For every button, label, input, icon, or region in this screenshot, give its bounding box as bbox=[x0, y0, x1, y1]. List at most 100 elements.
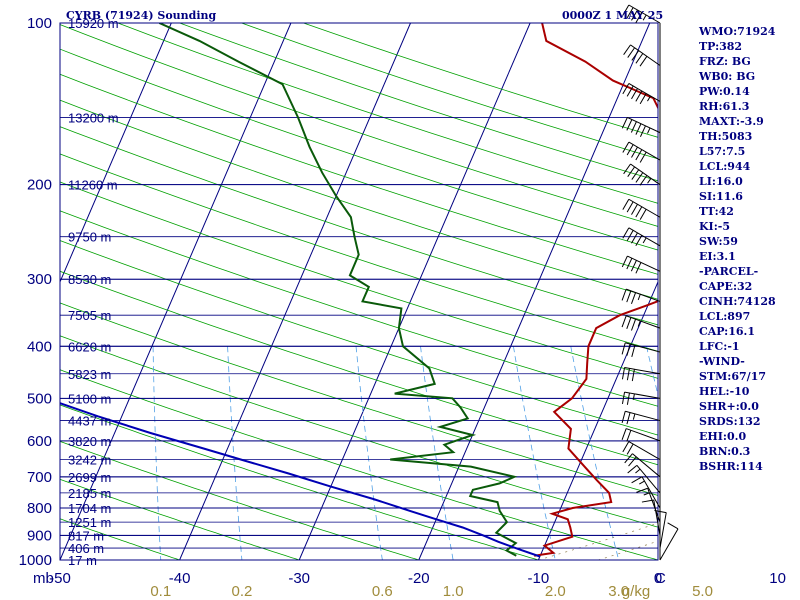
wind-barb-feather bbox=[631, 146, 638, 158]
wind-barb-half-feather bbox=[643, 492, 650, 496]
temperature-tick-label: 10 bbox=[769, 570, 786, 587]
index-item: SW:59 bbox=[699, 235, 738, 248]
wind-barb-feather bbox=[630, 319, 637, 331]
index-item: CINH:74128 bbox=[699, 295, 776, 308]
index-item: LCL:944 bbox=[699, 160, 751, 173]
wind-barb-feather bbox=[621, 392, 626, 405]
wind-barb-feather bbox=[621, 117, 628, 129]
wind-barb-feather bbox=[626, 443, 634, 455]
index-item: EI:3.1 bbox=[699, 250, 736, 263]
sounding-curves bbox=[60, 23, 658, 558]
wind-barb-feather bbox=[621, 288, 627, 301]
wind-barb-feather bbox=[639, 125, 646, 137]
wind-barb-feather bbox=[621, 315, 627, 328]
wind-barb-feather bbox=[635, 12, 643, 24]
wind-barb-staff bbox=[659, 512, 667, 549]
wind-barb-staff bbox=[653, 499, 661, 536]
height-label: 1704 m bbox=[68, 501, 111, 516]
wind-barb-feather bbox=[626, 290, 632, 303]
wind-barb-feather bbox=[623, 163, 631, 175]
chart-title: CYRB (71924) Sounding bbox=[66, 9, 217, 22]
wind-barb-feather bbox=[635, 123, 642, 135]
pressure-label: 800 bbox=[27, 500, 52, 517]
wind-barb-feather bbox=[622, 227, 630, 239]
pressure-label: 600 bbox=[27, 433, 52, 450]
wind-barb-feather bbox=[626, 317, 632, 329]
height-label: 5100 m bbox=[68, 391, 111, 406]
wind-barb-feather bbox=[631, 476, 643, 484]
index-item: CAPE:32 bbox=[699, 280, 752, 293]
wind-barb-feather bbox=[631, 232, 638, 244]
index-item: HEL:-10 bbox=[699, 385, 750, 398]
wind-barb-staff bbox=[628, 441, 661, 460]
wind-barb-feather bbox=[626, 343, 631, 356]
index-item: L57:7.5 bbox=[699, 145, 745, 158]
isotherm-line bbox=[418, 23, 651, 560]
isotherm-line bbox=[60, 23, 292, 560]
wind-barb-staff bbox=[626, 315, 661, 329]
index-item: BSHR:114 bbox=[699, 460, 763, 473]
index-item: EHI:0.0 bbox=[699, 430, 746, 443]
wind-barb-feather bbox=[626, 412, 631, 425]
temperature-tick-label: -10 bbox=[528, 570, 550, 587]
height-label: 2185 m bbox=[68, 486, 111, 501]
wind-barb-feather bbox=[635, 90, 643, 102]
wind-barb-staff bbox=[628, 198, 661, 218]
wind-barb-feather bbox=[622, 83, 630, 95]
index-item: BRN:0.3 bbox=[699, 445, 750, 458]
mixing-ratio-label: 1.0 bbox=[443, 583, 464, 600]
index-item: TH:5083 bbox=[699, 130, 752, 143]
height-label: 3242 m bbox=[68, 453, 111, 468]
wind-barb-staff bbox=[625, 410, 661, 422]
index-item: WMO:71924 bbox=[698, 25, 776, 38]
wind-barb-feather bbox=[635, 262, 642, 274]
wind-barb-feather bbox=[622, 198, 630, 210]
pressure-label: 300 bbox=[27, 271, 52, 288]
index-item: LFC:-1 bbox=[699, 340, 740, 353]
index-item: TP:382 bbox=[699, 40, 742, 53]
mixing-ratio-unit-label: g/kg bbox=[622, 583, 650, 600]
wind-barb-staff bbox=[628, 227, 661, 247]
wind-barb-feather bbox=[622, 4, 630, 16]
wind-barb-staff bbox=[624, 367, 661, 375]
wind-barb-half-feather bbox=[647, 95, 651, 102]
dewpoint-curve bbox=[158, 23, 518, 557]
wind-barb-feather bbox=[631, 345, 636, 358]
wind-barb-feather bbox=[631, 369, 635, 382]
grid-lines bbox=[60, 23, 658, 560]
wind-barb-half-feather bbox=[642, 237, 647, 244]
temperature-curve bbox=[534, 23, 658, 557]
wind-barb-feather bbox=[626, 392, 630, 405]
index-item: STM:67/17 bbox=[699, 370, 766, 383]
wind-barb-feather bbox=[628, 456, 637, 467]
wind-barb-half-feather bbox=[635, 468, 641, 474]
mixing-ratio-label: 2.0 bbox=[545, 583, 566, 600]
index-item: WB0: BG bbox=[698, 70, 755, 83]
wind-barb-feather bbox=[635, 172, 644, 183]
wind-barb-staff bbox=[627, 255, 661, 272]
height-label: 7505 m bbox=[68, 308, 111, 323]
wind-barb-feather bbox=[641, 499, 654, 503]
height-label: 11260 m bbox=[68, 178, 118, 193]
temperature-tick-label: -20 bbox=[408, 570, 430, 587]
mixing-ratio-label: 3.0 bbox=[608, 583, 629, 600]
index-item: FRZ: BG bbox=[699, 55, 751, 68]
wind-barb-feather bbox=[626, 119, 633, 131]
temperature-tick-label: -50 bbox=[49, 570, 71, 587]
isotherm-line bbox=[537, 280, 658, 560]
wind-barb-feather bbox=[624, 453, 633, 464]
wind-barb-feather bbox=[623, 44, 631, 55]
wind-barb-staff bbox=[626, 428, 661, 442]
parcel-curve bbox=[60, 402, 541, 558]
wind-barbs bbox=[621, 4, 679, 561]
wind-barb-staff bbox=[625, 342, 661, 353]
height-label: 9750 m bbox=[68, 230, 111, 245]
pressure-unit-label: mb bbox=[33, 570, 54, 587]
mixing-ratio-label: 5.0 bbox=[692, 583, 713, 600]
moist-adiabat-line bbox=[538, 522, 658, 560]
wind-barb-staff bbox=[641, 476, 661, 509]
index-item: CAP:16.1 bbox=[699, 325, 755, 338]
wind-barb-feather bbox=[639, 175, 648, 186]
wind-barb-feather bbox=[621, 428, 627, 441]
wind-barb-feather bbox=[631, 169, 640, 180]
